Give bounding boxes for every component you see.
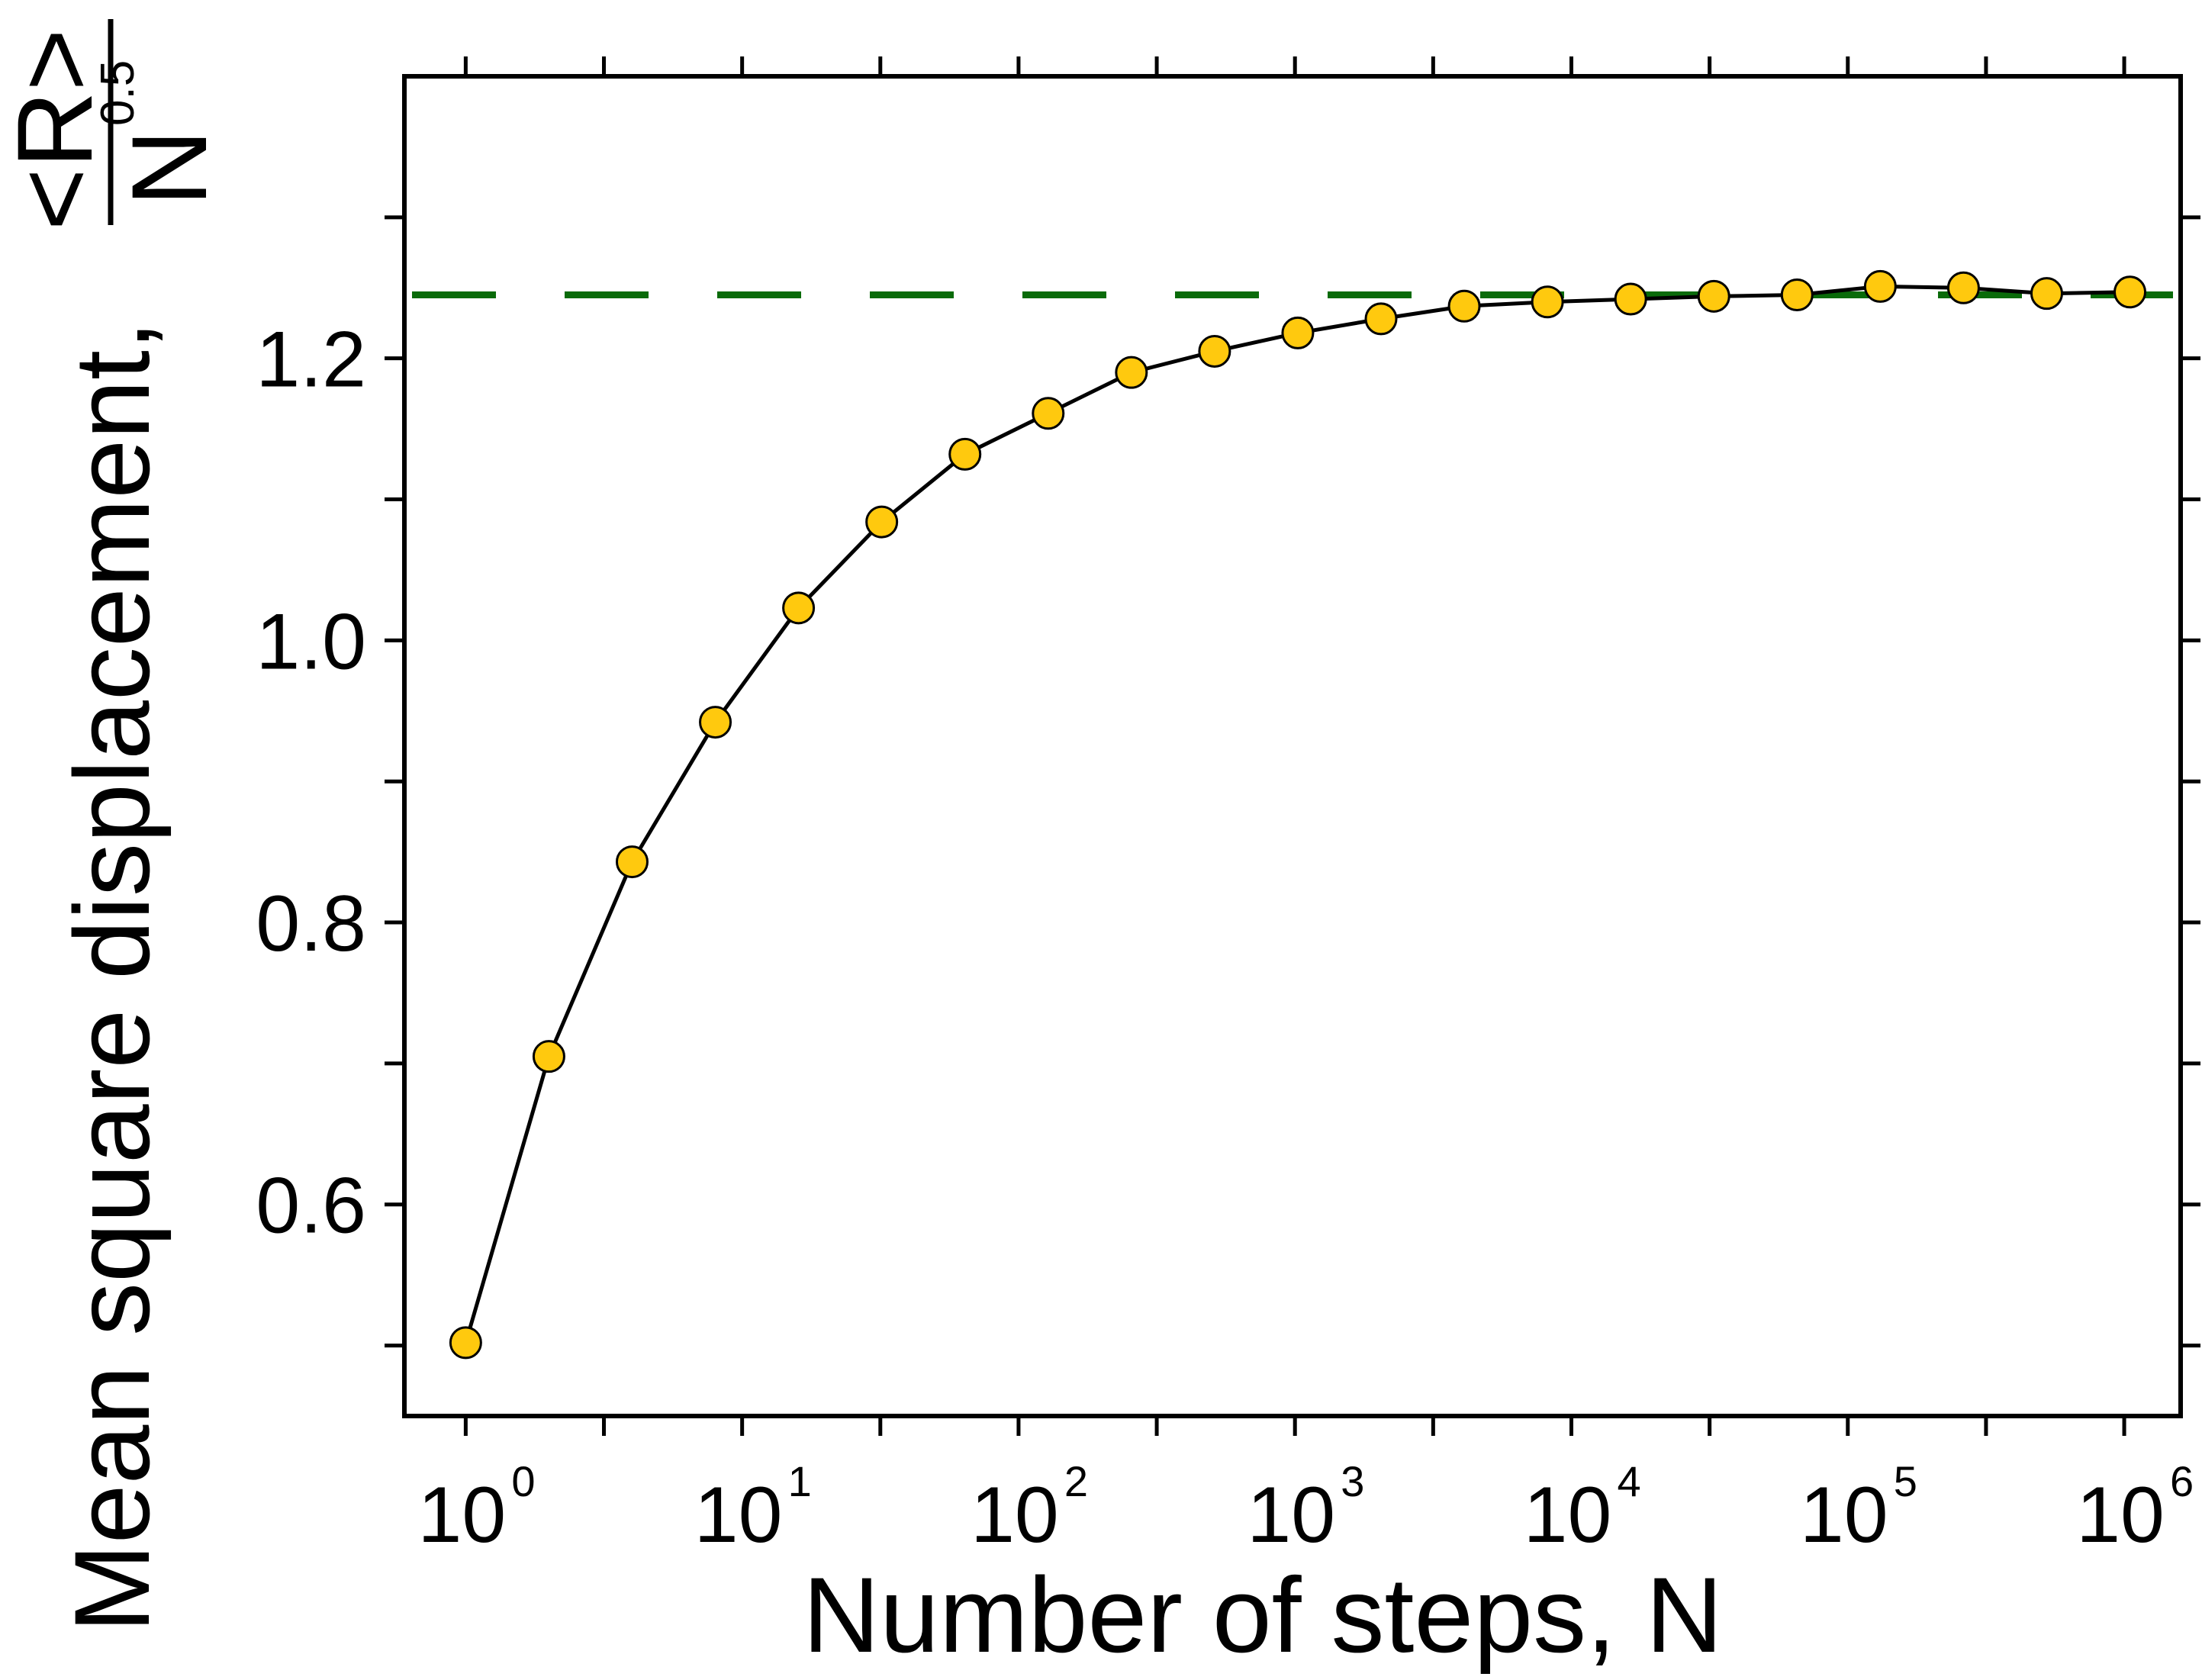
data-point bbox=[2113, 275, 2147, 309]
x-tick-label-exponent: 6 bbox=[2170, 1457, 2194, 1505]
x-tick-labels: 10 0 10 1 10 2 10 3 10 4 10 5 10 6 bbox=[418, 1457, 2194, 1559]
series-line-layer bbox=[463, 284, 2130, 1344]
x-tick-label-exponent: 1 bbox=[788, 1457, 812, 1505]
plot-frame bbox=[402, 74, 2183, 1418]
x-axis-title: Number of steps, N bbox=[803, 1555, 1723, 1675]
data-point bbox=[1032, 397, 1065, 430]
x-tick-label-exponent: 4 bbox=[1617, 1457, 1640, 1505]
data-point bbox=[1364, 302, 1398, 336]
x-tick-label-exponent: 5 bbox=[1894, 1457, 1917, 1505]
y-tick-label: 1.2 bbox=[256, 316, 366, 404]
y-axis-title-text: Mean square displacement, bbox=[52, 320, 172, 1633]
y-tick-label: 1.0 bbox=[256, 597, 366, 686]
data-point bbox=[2030, 277, 2063, 311]
data-point bbox=[1863, 269, 1897, 303]
data-point bbox=[1697, 279, 1730, 313]
data-point bbox=[782, 591, 816, 625]
data-point bbox=[1946, 271, 1980, 304]
axis-ticks-layer bbox=[385, 56, 2200, 1436]
data-point bbox=[449, 1326, 482, 1360]
x-tick-label: 10 bbox=[1247, 1471, 1335, 1559]
y-tick-label: 0.8 bbox=[256, 880, 366, 968]
data-point bbox=[865, 505, 899, 539]
data-point bbox=[532, 1040, 565, 1073]
data-point bbox=[948, 437, 982, 471]
data-point bbox=[1115, 356, 1148, 389]
x-tick-label: 10 bbox=[418, 1471, 507, 1559]
data-point bbox=[1780, 278, 1814, 312]
data-point bbox=[615, 845, 649, 879]
y-tick-label: 0.6 bbox=[256, 1162, 366, 1250]
x-tick-label-exponent: 2 bbox=[1064, 1457, 1088, 1505]
data-point bbox=[1447, 289, 1481, 323]
x-tick-label: 10 bbox=[694, 1471, 783, 1559]
data-point bbox=[1614, 282, 1647, 316]
data-point bbox=[1531, 285, 1564, 319]
data-point bbox=[1198, 334, 1231, 368]
x-tick-label: 10 bbox=[2076, 1471, 2165, 1559]
y-tick-labels: 0.6 0.8 1.0 1.2 bbox=[256, 316, 366, 1250]
y-axis-denominator-exponent: 0.5 bbox=[92, 60, 144, 126]
y-axis-denominator: N bbox=[109, 129, 229, 206]
x-tick-label-exponent: 0 bbox=[511, 1457, 535, 1505]
x-tick-label-exponent: 3 bbox=[1341, 1457, 1364, 1505]
y-axis-numerator: <R> bbox=[0, 29, 114, 231]
y-axis-title: Mean square displacement, <R> N 0.5 bbox=[0, 19, 229, 1633]
x-tick-label: 10 bbox=[971, 1471, 1059, 1559]
data-point bbox=[699, 706, 732, 739]
x-tick-label: 10 bbox=[1524, 1471, 1612, 1559]
data-point bbox=[1281, 316, 1315, 349]
x-tick-label: 10 bbox=[1800, 1471, 1888, 1559]
series-line bbox=[463, 284, 2130, 1344]
data-points-layer bbox=[449, 269, 2147, 1360]
